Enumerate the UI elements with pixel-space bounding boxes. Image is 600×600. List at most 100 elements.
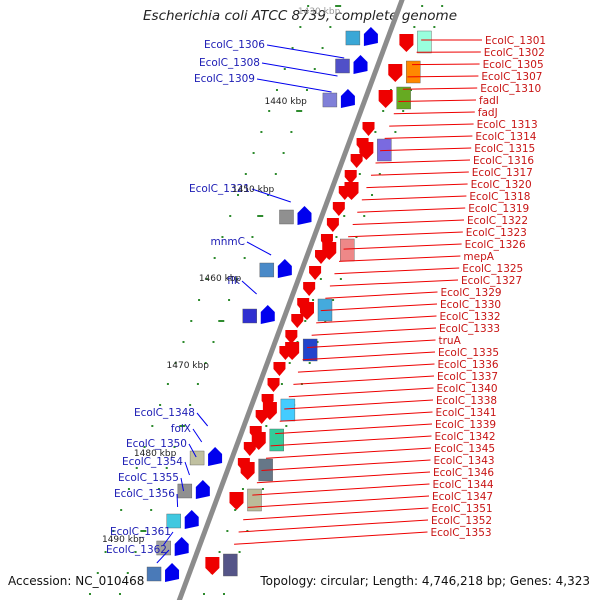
callout-line (284, 399, 434, 410)
tick-mark (329, 26, 332, 28)
gene-block (417, 30, 432, 54)
callout-line (261, 62, 338, 77)
gene-label-right: EcolC_1347 (432, 491, 493, 503)
gene-block (189, 450, 205, 466)
kbp-scale-label: 1480 kbp (134, 449, 177, 459)
tick-mark (413, 26, 416, 28)
tick-mark (267, 194, 270, 196)
gene-label-left: EcolC_1356 (114, 488, 175, 500)
callout-line (361, 195, 467, 201)
tick-mark (228, 299, 231, 301)
gene-label-right: EcolC_1353 (431, 527, 492, 539)
callout-line (256, 78, 332, 93)
callout-line (266, 44, 345, 59)
gene-label-left: EcolC_1361 (110, 526, 171, 538)
callout-line (251, 188, 291, 203)
gene-label-left: folX (171, 423, 191, 435)
tick-mark (174, 362, 177, 364)
tick-mark (237, 194, 240, 196)
gene-label-right: EcolC_1333 (439, 323, 500, 335)
callout-line (156, 549, 170, 564)
tick-mark (165, 467, 168, 469)
tick-mark (120, 509, 123, 511)
tick-mark (291, 47, 294, 49)
tick-mark (104, 551, 107, 553)
gene-label-left: mnmC (211, 236, 245, 248)
tick-mark (221, 236, 224, 238)
tick-mark (378, 173, 381, 175)
gene-arrow (208, 447, 223, 466)
gene-arrow (340, 89, 355, 108)
gene-arrow (315, 250, 328, 264)
tick-mark (433, 26, 436, 28)
gene-label-right: EcolC_1329 (441, 287, 502, 299)
gene-arrow (344, 170, 357, 184)
gene-block (146, 566, 162, 582)
tick-mark (343, 215, 346, 217)
callout-line (375, 159, 471, 164)
gene-arrow (338, 186, 351, 200)
gene-block (406, 60, 421, 84)
callout-line (325, 291, 438, 299)
tick-mark (409, 89, 412, 91)
kbp-scale-label: 1470 kbp (167, 361, 210, 371)
tick-mark (402, 110, 405, 112)
scale-layer: 1430 kbp 1440 kbp 1450 kbp 1460 kbp 1470 kbp… (102, 7, 341, 545)
callout-line (288, 387, 434, 398)
gene-block (259, 262, 275, 278)
tick-mark (441, 5, 444, 7)
tick-mark (265, 425, 268, 427)
accession-text: Accession: NC_010468 (8, 574, 145, 588)
tick-mark (319, 278, 322, 280)
gene-arrow (309, 266, 322, 280)
gene-label-right: EcolC_1351 (432, 503, 493, 515)
gene-block (396, 86, 411, 110)
tick-mark (335, 236, 338, 238)
callout-line (311, 327, 437, 336)
callout-line (275, 423, 433, 435)
callout-line (370, 171, 469, 176)
kbp-scale-label: 1490 kbp (102, 535, 145, 545)
tick-mark (135, 467, 138, 469)
gene-label-right: EcolC_1322 (467, 215, 528, 227)
gene-label-right: EcolC_1313 (477, 119, 538, 131)
gene-label-right: EcolC_1352 (431, 515, 492, 527)
callout-line (338, 255, 461, 262)
gene-label-left: EcolC_1309 (194, 73, 255, 85)
gene-arrow (229, 492, 244, 510)
tick-mark (363, 215, 366, 217)
gene-label-right: EcolC_1346 (433, 467, 494, 479)
tick-mark (213, 257, 216, 259)
tick-mark (332, 299, 335, 301)
callout-line (357, 207, 466, 213)
tick-mark (308, 362, 311, 364)
gene-block (269, 428, 284, 452)
backbone-layer (176, 0, 405, 600)
gene-arrow (350, 154, 363, 168)
gene-label-right: EcolC_1332 (440, 311, 501, 323)
gene-label-right: fadI (479, 95, 499, 107)
gene-block (280, 398, 296, 422)
tick-mark (307, 5, 310, 7)
callout-line (180, 477, 185, 492)
gene-label-right: EcolC_1345 (434, 443, 495, 455)
gene-label-right: EcolC_1301 (485, 35, 546, 47)
callout-line (246, 241, 272, 256)
tick-mark (252, 152, 255, 154)
callout-line (380, 147, 472, 152)
callout-line (247, 495, 430, 508)
gene-label-left: EcolC_1350 (126, 438, 187, 450)
tick-mark (335, 5, 342, 7)
gene-label-right: EcolC_1343 (434, 455, 495, 467)
gene-label-right: fadJ (478, 107, 498, 119)
gene-arrow (174, 537, 189, 556)
callout-line (316, 315, 437, 324)
callout-line (256, 471, 431, 484)
gene-label-right: EcolC_1310 (480, 83, 541, 95)
tick-mark (204, 362, 207, 364)
gene-arrow (326, 218, 339, 232)
genome-backbone (176, 0, 405, 600)
callout-line (184, 461, 190, 476)
gene-arrow (285, 330, 298, 344)
